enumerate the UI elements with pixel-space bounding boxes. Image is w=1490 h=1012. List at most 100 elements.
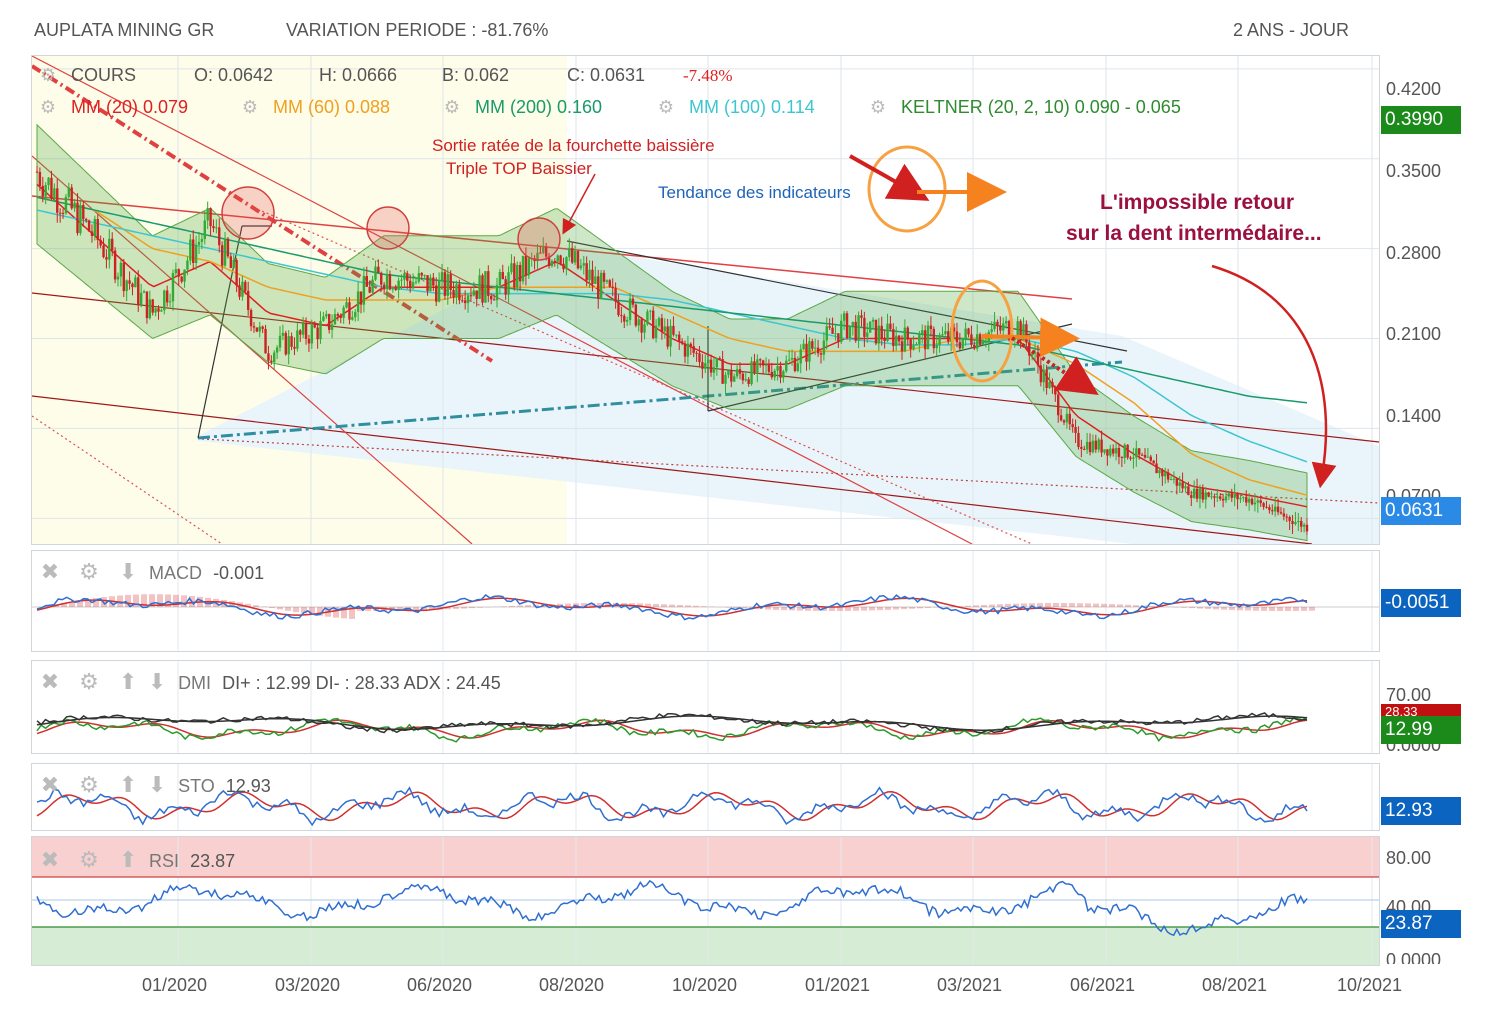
gear-icon[interactable]: ⚙ [39,97,57,117]
macd-histogram-bar [997,604,1003,607]
arrow-down-icon[interactable]: ⬇ [147,772,167,797]
candle-body [1276,506,1280,513]
candle-body [802,343,805,350]
candle-body [1161,470,1164,477]
rsi-line [36,879,1308,937]
arrow-up-icon[interactable]: ⬆ [118,772,138,797]
gear-icon[interactable]: ⚙ [39,65,57,85]
gear-icon[interactable]: ⚙ [79,847,99,872]
candle-body [793,357,797,371]
candle-body [941,334,944,336]
arrow-down-icon[interactable]: ⬇ [118,559,138,584]
arrow-up-icon[interactable]: ⬆ [118,847,138,872]
close-icon[interactable]: ✖ [40,669,60,694]
candle-body [258,326,261,332]
x-tick: 08/2021 [1202,975,1268,995]
candle-body [466,295,470,304]
mm20-legend[interactable]: ⚙ MM (20) 0.079 [38,97,188,118]
price-tick: 0.1400 [1386,406,1442,426]
candle-body [808,341,811,362]
macd-histogram-bar [741,607,747,609]
mm20-label: MM (20) 0.079 [71,97,189,117]
macd-histogram-bar [1037,603,1043,607]
macd-histogram-bar [885,607,891,610]
macd-histogram-bar [973,605,979,607]
candle-body [848,326,852,339]
candle-body [108,238,111,260]
close-icon[interactable]: ✖ [40,559,60,584]
gear-icon[interactable]: ⚙ [869,97,887,117]
candle-body [657,318,661,326]
candle-body [738,369,742,374]
gear-icon[interactable]: ⚙ [79,559,99,584]
candle-body [458,284,461,301]
candle-body [1247,498,1251,503]
close-icon[interactable]: ✖ [40,772,60,797]
keltner-legend[interactable]: ⚙ KELTNER (20, 2, 10) 0.090 - 0.065 [868,97,1181,118]
candle-body [131,283,134,288]
candle-body [926,325,930,350]
mm100-legend[interactable]: ⚙ MM (100) 0.114 [656,97,815,118]
macd-histogram-bar [1237,607,1243,611]
macd-histogram-bar [317,607,323,616]
macd-histogram-bar [685,605,691,607]
mm60-legend[interactable]: ⚙ MM (60) 0.088 [240,97,390,118]
period-selector[interactable]: 2 ANS - JOUR [1233,20,1350,40]
macd-histogram-bar [253,605,259,607]
candle-body [513,263,516,288]
candle-body [1068,413,1071,425]
candle-body [1045,369,1048,388]
candle-body [860,315,863,318]
candle-body [1039,365,1043,383]
gear-icon[interactable]: ⚙ [79,772,99,797]
candle-body [1192,488,1196,498]
x-tick: 03/2020 [275,975,341,995]
candle-body [322,316,325,321]
candle-body [605,280,609,282]
candle-body [313,325,316,328]
candle-body [978,334,982,345]
gear-icon[interactable]: ⚙ [241,97,259,117]
cours-legend[interactable]: ⚙ COURS [38,65,136,86]
keltner-band [36,123,1308,542]
candle-body [423,275,426,277]
candle-body [241,281,244,297]
candle-body [1077,432,1080,447]
gear-icon[interactable]: ⚙ [443,97,461,117]
macd-histogram-bar [909,607,915,609]
candle-body [122,262,125,292]
impossible-curved-arrow [1211,264,1337,489]
candle-body [1216,496,1219,498]
macd-histogram-bar [773,607,779,610]
close-icon[interactable]: ✖ [40,847,60,872]
arrow-up-icon[interactable]: ⬆ [118,669,138,694]
arrow-down-icon[interactable]: ⬇ [147,669,167,694]
breakdown-red-arrow [1010,336,1099,395]
candle-body [1172,478,1176,480]
macd-label: MACD [149,563,203,583]
macd-histogram-bar [757,607,763,610]
candle-body [1230,493,1233,498]
candle-body [267,353,270,361]
candle-body [845,313,849,339]
candle-body [1204,492,1207,500]
candle-body [1213,496,1216,498]
macd-histogram-bar [245,603,251,607]
gear-icon[interactable]: ⚙ [79,669,99,694]
macd-histogram-bar [637,603,643,607]
candle-body [342,307,345,318]
candle-body [805,343,808,362]
candle-body [906,327,909,340]
candle-body [952,327,956,332]
candle-body [87,220,91,232]
candle-body [220,245,224,266]
gear-icon[interactable]: ⚙ [657,97,675,117]
mm200-legend[interactable]: ⚙ MM (200) 0.160 [442,97,602,118]
candle-body [588,269,591,281]
candle-body [489,295,493,300]
candle-body [235,260,238,286]
candle-body [897,335,901,342]
candle-body [822,340,826,355]
rsi-overbought-zone [32,837,1379,877]
candle-body [1302,524,1306,527]
